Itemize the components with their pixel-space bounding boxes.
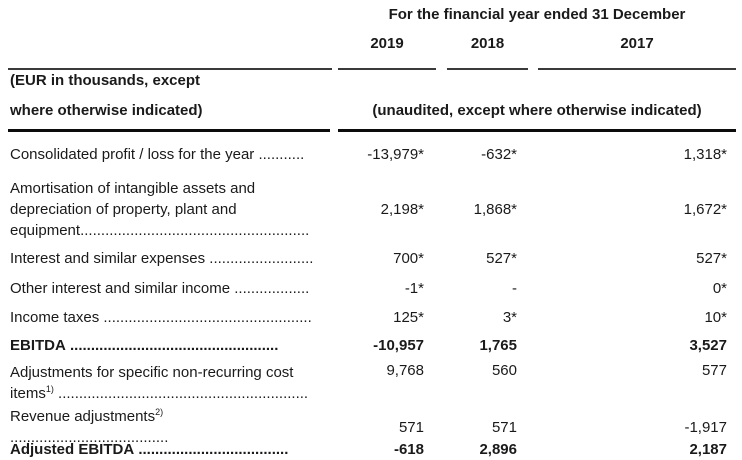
- row-label: Income taxes ...........................…: [0, 307, 338, 328]
- value-2017: 2,187: [689, 441, 727, 458]
- dot-leader: ........................................…: [53, 384, 309, 402]
- row-label-text: Revenue adjustments: [10, 408, 156, 425]
- footnote-marker: 1): [45, 383, 54, 394]
- value-2017: -1,917: [684, 418, 727, 436]
- table-row: Adjustments for specific non-recurring c…: [0, 359, 742, 406]
- row-label: EBITDA .................................…: [0, 335, 338, 356]
- value-2017: 3,527: [689, 337, 727, 354]
- value-2018: 2,896: [479, 441, 517, 458]
- dot-leader: ....................................: [134, 441, 289, 458]
- value-2018: -: [512, 279, 517, 297]
- value-2019: -1*: [404, 279, 424, 297]
- value-2019: 9,768: [386, 362, 424, 379]
- row-label-text: Income taxes: [10, 309, 100, 326]
- row-label: Revenue adjustments2) ..................…: [0, 406, 338, 448]
- value-2019: -13,979*: [367, 145, 424, 163]
- row-label: Interest and similar expenses ..........…: [0, 248, 338, 269]
- table-row: Revenue adjustments2) ..................…: [0, 406, 742, 447]
- row-label-text: Interest and similar expenses: [10, 249, 206, 267]
- dot-leader: .........................: [205, 249, 314, 267]
- header-rule-left: [8, 68, 332, 70]
- underline-2019: [338, 68, 436, 70]
- row-label: Consolidated profit / loss for the year …: [0, 144, 338, 165]
- units-note-line1: (EUR in thousands, except: [10, 72, 201, 89]
- value-2017: 577: [701, 362, 727, 379]
- table-row-adjusted-ebitda: Adjusted EBITDA ........................…: [0, 436, 742, 460]
- value-2017: 527*: [696, 249, 727, 267]
- table-row: Interest and similar expenses ..........…: [0, 243, 742, 273]
- table-row-ebitda: EBITDA .................................…: [0, 332, 742, 359]
- dot-leader: ........................................…: [99, 309, 312, 326]
- unaudited-note: (unaudited, except where otherwise indic…: [372, 102, 702, 119]
- value-2019: 125*: [393, 309, 424, 326]
- row-label: Adjusted EBITDA ........................…: [0, 439, 338, 460]
- year-column-2018: 2018: [470, 35, 505, 52]
- table-row: Other interest and similar income ......…: [0, 273, 742, 303]
- underline-2017: [538, 68, 736, 70]
- value-2018: 560: [491, 362, 517, 379]
- value-2019: -10,957: [373, 337, 424, 354]
- row-label-text: Adjustments for specific non-recurring c…: [10, 363, 294, 402]
- value-2018: 571: [491, 418, 517, 436]
- value-2019: 700*: [393, 249, 424, 267]
- dot-leader: ...........: [254, 145, 305, 163]
- year-column-2017: 2017: [620, 35, 654, 52]
- row-label-text: Consolidated profit / loss for the year: [10, 145, 255, 163]
- value-2018: 3*: [502, 309, 517, 326]
- period-header: For the financial year ended 31 December: [388, 6, 686, 23]
- row-label: Adjustments for specific non-recurring c…: [0, 362, 338, 404]
- table-top-rule-right: [338, 129, 736, 132]
- row-label-text: Other interest and similar income: [10, 279, 231, 297]
- dot-leader: ........................................…: [65, 337, 279, 354]
- table-row: Amortisation of intangible assets and de…: [0, 175, 742, 243]
- value-2018: 1,868*: [473, 200, 517, 218]
- table-body: Consolidated profit / loss for the year …: [0, 133, 742, 460]
- value-2018: 1,765: [479, 337, 517, 354]
- value-2019: -618: [393, 441, 424, 458]
- dot-leader: ..................: [230, 279, 310, 297]
- table-row: Consolidated profit / loss for the year …: [0, 133, 742, 175]
- row-label: Amortisation of intangible assets and de…: [0, 178, 338, 241]
- year-column-2019: 2019: [370, 35, 404, 52]
- value-2017: 10*: [704, 309, 727, 326]
- units-note-line2: where otherwise indicated): [10, 102, 203, 119]
- footnote-marker: 2): [155, 407, 164, 417]
- value-2019: 571: [398, 418, 424, 436]
- row-label-text: Amortisation of intangible assets and de…: [10, 179, 256, 239]
- dot-leader: ........................................…: [80, 221, 310, 239]
- row-label-text: Adjusted EBITDA: [10, 441, 135, 458]
- row-label-text: EBITDA: [10, 337, 66, 354]
- value-2018: 527*: [486, 249, 517, 267]
- underline-2018: [447, 68, 528, 70]
- dot-leader: ......................................: [10, 429, 169, 446]
- value-2018: -632*: [481, 145, 517, 163]
- value-2017: 0*: [712, 279, 727, 297]
- value-2017: 1,318*: [683, 145, 727, 163]
- value-2017: 1,672*: [683, 200, 727, 218]
- value-2019: 2,198*: [380, 200, 424, 218]
- row-label: Other interest and similar income ......…: [0, 278, 338, 299]
- table-row: Income taxes ...........................…: [0, 303, 742, 332]
- table-top-rule-left: [8, 129, 330, 132]
